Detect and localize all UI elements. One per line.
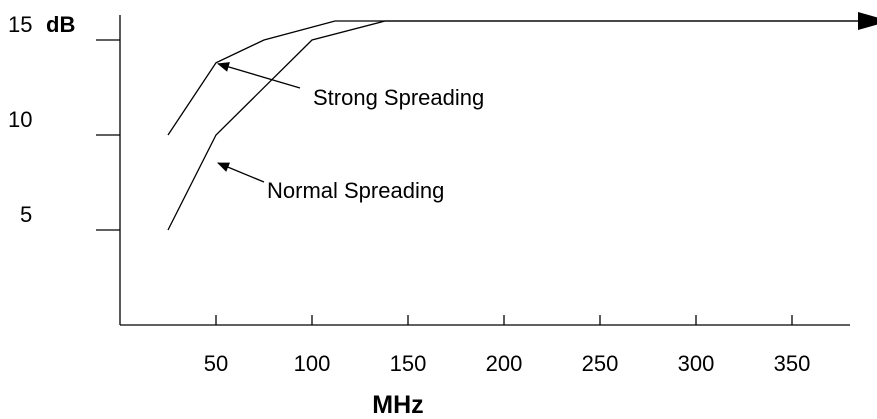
x-tick-label-300: 300 <box>678 351 715 376</box>
y-tick-label-10: 10 <box>8 107 32 132</box>
x-tick-label-150: 150 <box>390 351 427 376</box>
annotation-strong-arrow <box>217 62 301 89</box>
series-line-normal-spreading <box>167 20 877 231</box>
x-tick-label-50: 50 <box>204 351 228 376</box>
annotation-strong-spreading: Strong Spreading <box>313 85 484 110</box>
x-tick-label-250: 250 <box>582 351 619 376</box>
x-axis-title: MHz <box>372 391 423 419</box>
y-unit-label: dB <box>46 12 75 37</box>
annotation-normal-arrow <box>217 162 265 183</box>
y-ticks: 5 10 15 <box>8 12 120 231</box>
x-ticks: 50 100 150 200 250 300 350 <box>204 315 811 376</box>
y-tick-label-15: 15 <box>8 12 32 37</box>
x-tick-label-350: 350 <box>774 351 811 376</box>
y-tick-label-5: 5 <box>20 202 32 227</box>
series-group <box>167 12 877 231</box>
x-tick-label-200: 200 <box>486 351 523 376</box>
x-tick-label-100: 100 <box>294 351 331 376</box>
annotation-normal-spreading: Normal Spreading <box>267 178 444 203</box>
